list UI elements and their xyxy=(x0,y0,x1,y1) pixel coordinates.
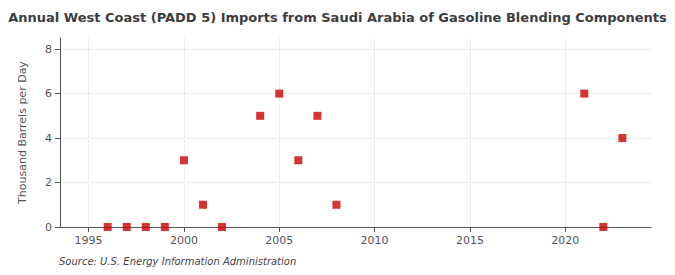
svg-text:6: 6 xyxy=(45,87,52,100)
svg-text:2015: 2015 xyxy=(456,234,484,247)
svg-text:1995: 1995 xyxy=(75,234,103,247)
svg-text:Thousand Barrels per Day: Thousand Barrels per Day xyxy=(16,61,29,205)
svg-text:2005: 2005 xyxy=(265,234,293,247)
svg-text:Source: U.S. Energy Informatio: Source: U.S. Energy Information Administ… xyxy=(59,256,296,267)
svg-text:0: 0 xyxy=(45,221,52,234)
svg-text:2020: 2020 xyxy=(551,234,579,247)
svg-text:4: 4 xyxy=(45,132,52,145)
svg-text:2000: 2000 xyxy=(170,234,198,247)
svg-text:2010: 2010 xyxy=(361,234,389,247)
svg-text:8: 8 xyxy=(45,43,52,56)
svg-text:Annual West Coast (PADD 5) Imp: Annual West Coast (PADD 5) Imports from … xyxy=(8,10,667,25)
svg-text:2: 2 xyxy=(45,176,52,189)
